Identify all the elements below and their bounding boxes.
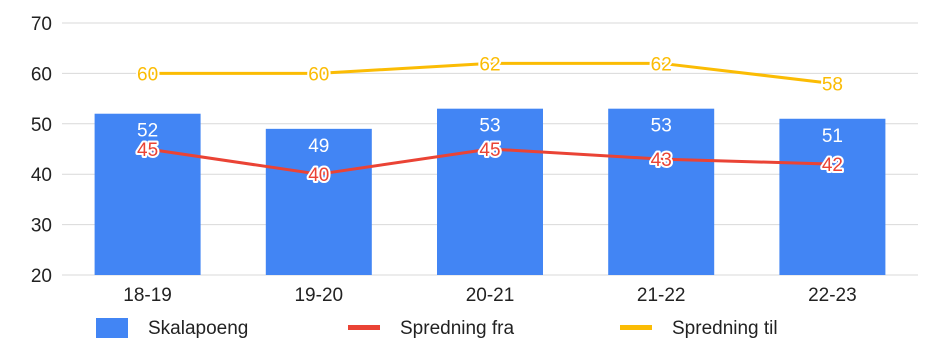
bar — [608, 108, 715, 276]
bar — [779, 118, 886, 275]
bar — [265, 128, 372, 275]
y-tick-label: 20 — [31, 266, 52, 287]
point-data-label: 40 — [308, 165, 329, 186]
bar-data-label: 51 — [822, 126, 843, 147]
legend-label: Spredning til — [672, 318, 778, 338]
point-data-label: 62 — [651, 54, 672, 75]
data-labels: 52 49 53 53 51 45 40 45 43 42 60 60 62 62 58 — [135, 52, 845, 188]
x-tick-label: 22-23 — [808, 285, 857, 306]
line-series — [147, 61, 833, 176]
y-tick-label: 60 — [31, 64, 52, 85]
series-line — [147, 147, 833, 176]
point-data-label: 60 — [308, 64, 329, 85]
bar-series — [94, 108, 886, 276]
legend-label: Skalapoeng — [148, 318, 248, 338]
point-data-label: 60 — [137, 64, 158, 85]
point-data-label: 62 — [479, 54, 500, 75]
x-axis: 18-19 19-20 20-21 21-22 22-23 — [123, 285, 856, 306]
x-tick-label: 18-19 — [123, 285, 172, 306]
point-data-label: 45 — [479, 140, 500, 161]
legend-swatch — [348, 325, 380, 330]
legend-swatch — [96, 318, 128, 338]
series-line — [147, 61, 833, 85]
legend-swatch — [620, 325, 652, 330]
y-tick-label: 30 — [31, 216, 52, 237]
legend-label: Spredning fra — [400, 318, 515, 338]
x-tick-label: 20-21 — [466, 285, 515, 306]
point-data-label: 43 — [651, 150, 672, 171]
bar-data-label: 49 — [308, 136, 329, 157]
y-tick-label: 50 — [31, 115, 52, 136]
y-axis: 20 30 40 50 60 70 — [31, 14, 52, 287]
y-tick-label: 70 — [31, 14, 52, 35]
y-tick-label: 40 — [31, 165, 52, 186]
point-data-label: 42 — [822, 155, 843, 176]
x-tick-label: 19-20 — [294, 285, 343, 306]
bar — [437, 108, 543, 276]
point-data-label: 58 — [822, 74, 843, 95]
bar-data-label: 52 — [137, 121, 158, 142]
bar — [94, 113, 201, 275]
point-data-label: 45 — [137, 140, 158, 161]
bar-data-label: 53 — [479, 116, 500, 137]
x-tick-label: 21-22 — [637, 285, 686, 306]
legend: Skalapoeng Spredning fra Spredning til — [96, 318, 778, 338]
bar-data-label: 53 — [651, 116, 672, 137]
